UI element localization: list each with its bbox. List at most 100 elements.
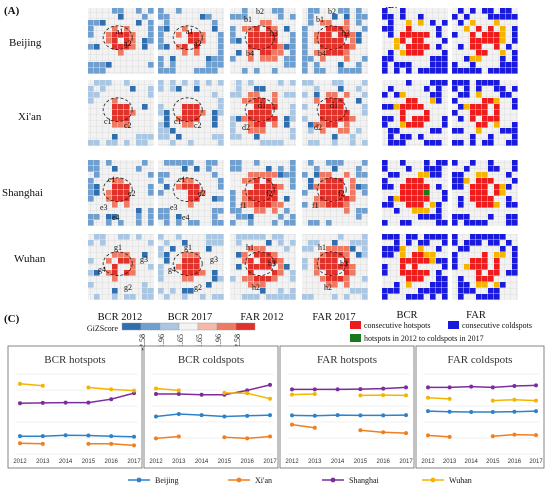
map-b-cell xyxy=(388,50,394,56)
map-cell xyxy=(302,80,308,86)
data-point xyxy=(358,393,363,398)
map-cell xyxy=(308,128,314,134)
map-cell xyxy=(284,208,290,214)
map-b-cell xyxy=(442,294,448,300)
map-cell xyxy=(344,50,350,56)
map-b-cell xyxy=(418,214,424,220)
map-cell xyxy=(338,68,344,74)
map-b-cell xyxy=(436,214,442,220)
map-b-cell xyxy=(430,294,436,300)
map-cell xyxy=(188,184,194,190)
map-cell xyxy=(320,178,326,184)
cluster-label: h1 xyxy=(246,243,254,252)
cluster-outline xyxy=(102,177,133,202)
map-cell xyxy=(338,38,344,44)
map-b-cell xyxy=(406,122,412,128)
map-cell xyxy=(254,172,260,178)
map-cell xyxy=(290,294,296,300)
map-cell xyxy=(344,44,350,50)
map-cell xyxy=(356,68,362,74)
cluster-label: e1 xyxy=(108,175,116,184)
map-b-cell xyxy=(418,190,424,196)
map-cell xyxy=(308,140,314,146)
map-b-cell xyxy=(488,68,494,74)
map-cell xyxy=(272,44,278,50)
map-b-cell xyxy=(418,38,424,44)
map-cell xyxy=(344,282,350,288)
map-cell xyxy=(278,240,284,246)
map-cell xyxy=(236,116,242,122)
map-cell xyxy=(314,86,320,92)
map-cell xyxy=(230,190,236,196)
map-cell xyxy=(314,172,320,178)
map-cell xyxy=(242,98,248,104)
map-cell xyxy=(248,234,254,240)
map-cell xyxy=(124,80,130,86)
map-cell xyxy=(362,160,368,166)
map-b-cell xyxy=(476,122,482,128)
map-cell xyxy=(158,110,164,116)
map-cell xyxy=(344,8,350,14)
map-cell xyxy=(272,92,278,98)
map-cell xyxy=(302,104,308,110)
map-cell xyxy=(320,252,326,258)
map-cell xyxy=(272,32,278,38)
data-point xyxy=(199,392,204,397)
data-point xyxy=(222,390,227,395)
map-cell xyxy=(158,234,164,240)
map-cell xyxy=(206,234,212,240)
map-cell xyxy=(284,44,290,50)
panel-label-c: (C) xyxy=(4,313,20,325)
map-cell xyxy=(212,270,218,276)
map-b-cell xyxy=(394,196,400,202)
x-tick-label: 2016 xyxy=(508,459,522,465)
map-b-cell xyxy=(412,104,418,110)
map-cell xyxy=(88,270,94,276)
map-cell xyxy=(260,282,266,288)
map-cell xyxy=(248,26,254,32)
map-b-cell xyxy=(382,270,388,276)
map-b-cell xyxy=(382,92,388,98)
map-cell xyxy=(218,32,224,38)
map-cell xyxy=(344,196,350,202)
map-b-cell xyxy=(388,56,394,62)
map-cell xyxy=(290,116,296,122)
map-cell xyxy=(158,44,164,50)
data-point xyxy=(40,441,45,446)
map-cell xyxy=(230,276,236,282)
map-b-cell xyxy=(430,56,436,62)
map-cell xyxy=(88,240,94,246)
map-b-cell xyxy=(424,190,430,196)
map-b-cell xyxy=(424,196,430,202)
map-b-cell xyxy=(400,92,406,98)
x-tick-label: 2016 xyxy=(105,459,119,465)
map-cell xyxy=(88,62,94,68)
data-point xyxy=(312,413,317,418)
map-cell xyxy=(200,68,206,74)
map-b-cell xyxy=(506,184,512,190)
map-cell xyxy=(356,86,362,92)
map-cell xyxy=(158,26,164,32)
map-b-cell xyxy=(436,26,442,32)
map-cell xyxy=(326,282,332,288)
map-cell xyxy=(242,68,248,74)
cluster-outline xyxy=(316,251,347,276)
map-tile xyxy=(230,234,296,300)
map-cell xyxy=(278,270,284,276)
map-cell xyxy=(170,246,176,252)
map-b-cell xyxy=(476,276,482,282)
data-point xyxy=(534,398,538,403)
map-cell xyxy=(344,202,350,208)
map-cell xyxy=(158,178,164,184)
map-cell xyxy=(88,258,94,264)
map-b-cell xyxy=(418,208,424,214)
map-cell xyxy=(236,234,242,240)
map-cell xyxy=(320,104,326,110)
map-cell xyxy=(260,246,266,252)
map-b-cell xyxy=(476,258,482,264)
map-b-cell xyxy=(436,220,442,226)
data-point xyxy=(490,434,495,439)
map-b-cell xyxy=(388,32,394,38)
map-b-cell xyxy=(424,288,430,294)
